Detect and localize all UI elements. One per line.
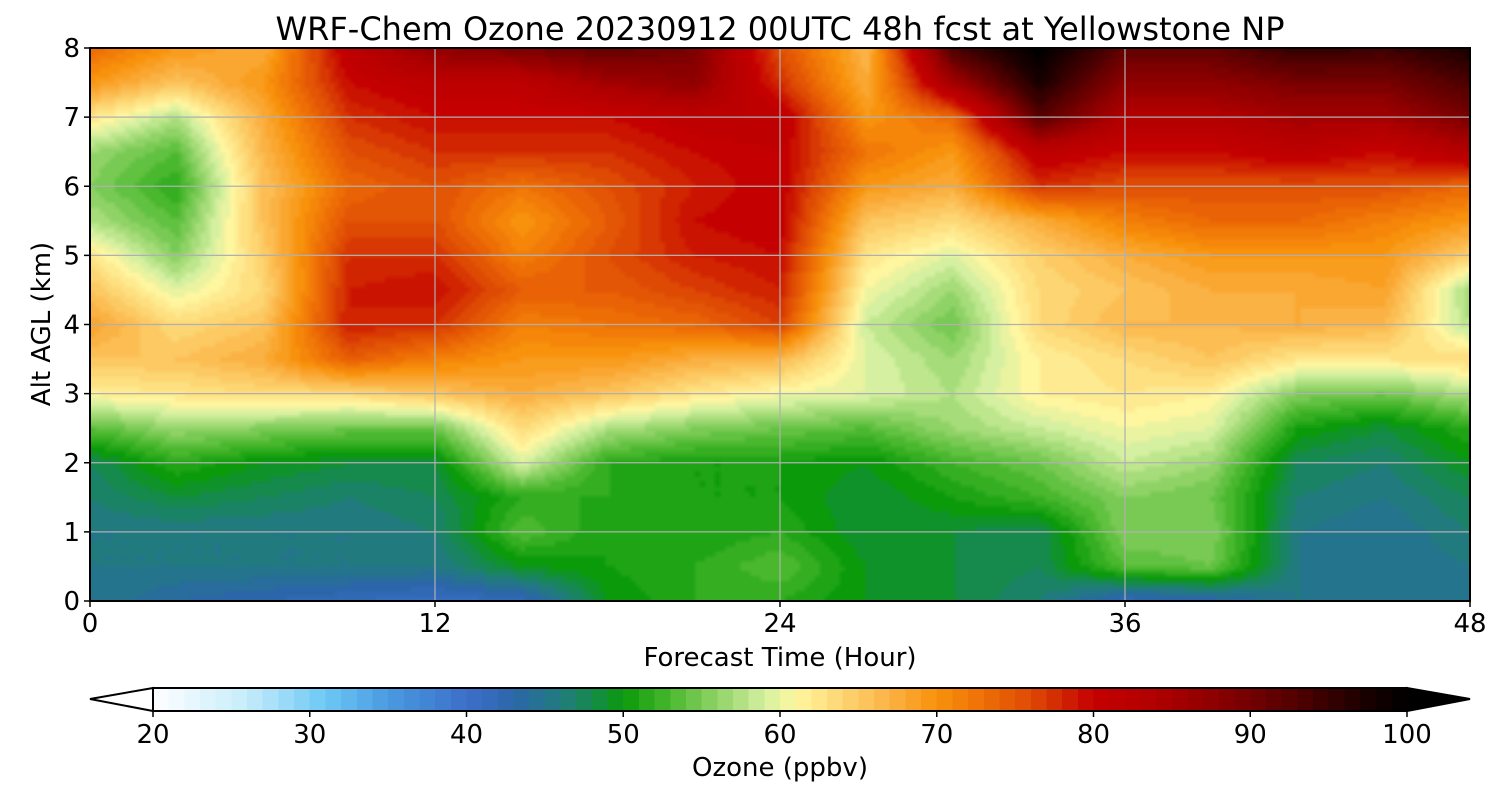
colorbar-under-triangle (89, 686, 154, 713)
x-tick-label: 36 (1108, 609, 1141, 639)
x-axis-ticks: 0 12 24 36 48 (82, 601, 1487, 639)
y-tick-label: 7 (63, 103, 80, 133)
colorbar-over-triangle (1406, 686, 1471, 713)
colorbar-gradient (152, 687, 1408, 712)
colorbar-label: Ozone (ppbv) (692, 753, 868, 783)
y-tick-label: 5 (63, 241, 80, 271)
y-tick-label: 3 (63, 380, 80, 410)
x-tick-label: 0 (82, 609, 99, 639)
colorbar-tick-label: 80 (1077, 720, 1110, 750)
colorbar-tick-label: 90 (1234, 720, 1267, 750)
colorbar: 20 30 40 50 60 70 80 90 100 (89, 686, 1471, 750)
colorbar-tick-label: 50 (607, 720, 640, 750)
colorbar-tick-label: 20 (136, 720, 169, 750)
colorbar-tick-label: 100 (1382, 720, 1432, 750)
colorbar-tick-label: 30 (293, 720, 326, 750)
colorbar-ticks: 20 30 40 50 60 70 80 90 100 (136, 711, 1432, 750)
colorbar-tick-label: 70 (920, 720, 953, 750)
y-tick-label: 0 (63, 587, 80, 617)
grid-lines (90, 48, 1470, 601)
chart-title: WRF-Chem Ozone 20230912 00UTC 48h fcst a… (276, 10, 1285, 48)
colorbar-tick-label: 40 (450, 720, 483, 750)
y-tick-label: 1 (63, 518, 80, 548)
y-tick-label: 6 (63, 172, 80, 202)
y-tick-label: 2 (63, 449, 80, 479)
y-tick-label: 4 (63, 311, 80, 341)
x-tick-label: 48 (1453, 609, 1486, 639)
x-tick-label: 24 (763, 609, 796, 639)
x-tick-label: 12 (418, 609, 451, 639)
y-axis-label: Alt AGL (km) (27, 242, 57, 406)
x-axis-label: Forecast Time (Hour) (643, 643, 916, 673)
y-axis-ticks: 0 1 2 3 4 5 6 7 8 (63, 34, 90, 617)
colorbar-tick-label: 60 (763, 720, 796, 750)
y-tick-label: 8 (63, 34, 80, 64)
